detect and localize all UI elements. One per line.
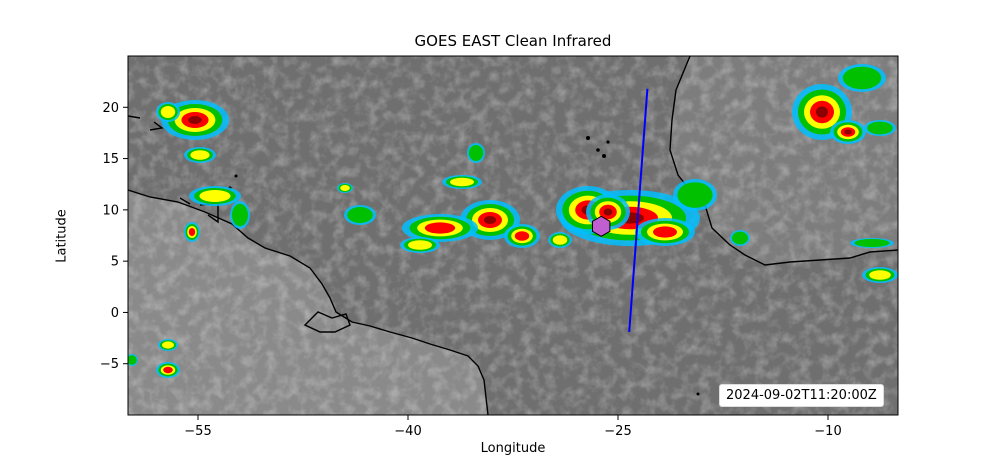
cloud-cluster-layer (188, 116, 202, 124)
cloud-cluster-layer (190, 150, 210, 160)
cloud-cluster-layer (468, 145, 484, 161)
y-axis-label: Latitude (54, 209, 70, 263)
cloud-cluster-layer (816, 106, 828, 118)
y-axis-ticks: −5 0 5 10 15 20 (100, 101, 128, 372)
cloud-cluster-layer (163, 366, 173, 374)
y-tick-label: 20 (102, 101, 119, 116)
cloud-cluster-layer (844, 129, 852, 135)
x-tick-label: −25 (604, 424, 631, 439)
cloud-cluster-layer (188, 228, 196, 236)
x-axis-ticks: −55 −40 −25 −10 (184, 415, 842, 439)
cloud-cluster-layer (514, 231, 530, 241)
transect-line (628, 88, 649, 332)
cloud-cluster-layer (869, 270, 891, 280)
y-tick-label: 0 (111, 306, 119, 321)
cloud-cluster-layer (128, 355, 137, 365)
plot-frame (127, 55, 899, 416)
map-title: GOES EAST Clean Infrared (414, 32, 612, 50)
y-tick-label: 10 (102, 203, 119, 218)
cloud-cluster-layer (347, 207, 373, 223)
x-axis-label: Longitude (480, 441, 546, 456)
x-tick-label: −10 (814, 424, 841, 439)
cloud-cluster-layer (340, 185, 350, 191)
cloud-cluster-layer (867, 121, 893, 135)
storm-center-marker (592, 215, 611, 237)
cloud-cluster-layer (408, 240, 432, 250)
cloud-cluster-layer (450, 177, 474, 187)
y-tick-label: −5 (100, 357, 119, 372)
timestamp-label: 2024-09-02T11:20:00Z (719, 384, 884, 407)
cloud-cluster-layer (677, 182, 713, 208)
cloud-cluster-layer (842, 66, 882, 90)
cloud-cluster-layer (552, 235, 568, 245)
cloud-cluster-layer (232, 203, 248, 227)
cloud-cluster-layer (732, 231, 748, 245)
coastlines (128, 56, 898, 415)
x-tick-label: −55 (184, 424, 211, 439)
x-tick-label: −40 (394, 424, 421, 439)
cloud-cluster-layer (162, 341, 174, 349)
y-tick-label: 5 (111, 255, 119, 270)
y-tick-label: 15 (102, 152, 119, 167)
cloud-cluster-layer (854, 239, 890, 247)
cloud-cluster-layer (160, 106, 176, 118)
cloud-cluster-layer (603, 208, 613, 216)
cloud-cluster-layer (424, 222, 456, 234)
cloud-cluster-layer (484, 216, 496, 224)
cloud-cluster-layer (199, 190, 231, 202)
cloud-cluster-layer (653, 226, 677, 238)
